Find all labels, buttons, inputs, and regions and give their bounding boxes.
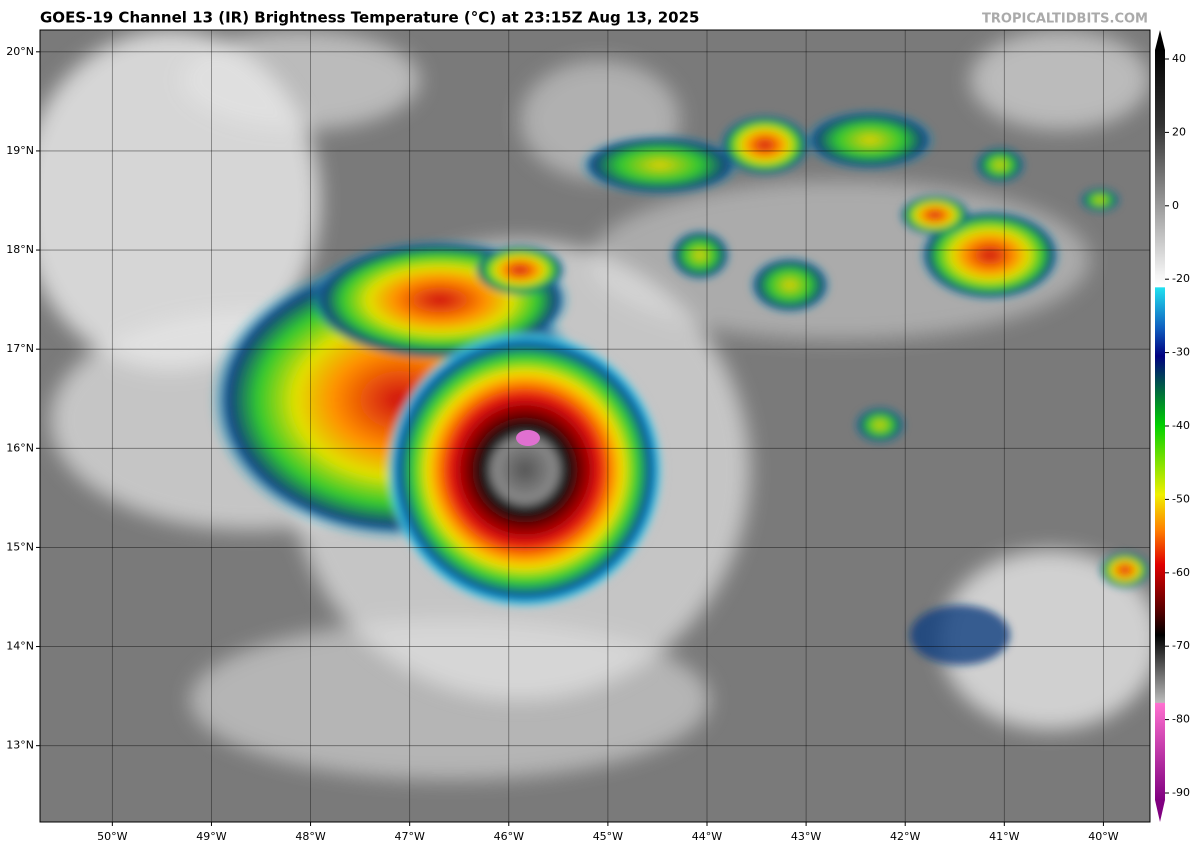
colorbar-tick-label: 40 [1172,52,1186,65]
y-tick-label: 16°N [6,441,34,454]
colorbar-tick-label: -40 [1172,419,1190,432]
colorbar-tick-label: -20 [1172,272,1190,285]
x-tick-label: 46°W [494,830,524,843]
y-tick-label: 13°N [6,739,34,752]
y-tick-label: 17°N [6,342,34,355]
x-tick-label: 49°W [196,830,226,843]
y-tick-label: 19°N [6,144,34,157]
map-frame [39,29,1151,823]
x-tick-label: 45°W [593,830,623,843]
colorbar-tick-label: -50 [1172,492,1190,505]
colorbar-arrow-bottom [1155,800,1165,822]
colorbar-arrow-top [1155,30,1165,50]
imagery [40,30,1150,822]
colorbar-tick-label: -80 [1172,713,1190,726]
y-tick-label: 20°N [6,45,34,58]
x-tick-label: 48°W [295,830,325,843]
colorbar-tick-label: -90 [1172,786,1190,799]
x-tick-label: 41°W [989,830,1019,843]
x-tick-label: 50°W [97,830,127,843]
y-tick-label: 15°N [6,540,34,553]
title: GOES-19 Channel 13 (IR) Brightness Tempe… [40,9,700,27]
x-tick-label: 42°W [890,830,920,843]
colorbar [1155,50,1165,800]
colorbar-tick-label: -30 [1172,346,1190,359]
colorbar-tick-label: 0 [1172,199,1179,212]
x-tick-label: 47°W [394,830,424,843]
colorbar-tick-label: 20 [1172,125,1186,138]
y-tick-label: 18°N [6,243,34,256]
colorbar-tick-label: -70 [1172,639,1190,652]
x-tick-label: 44°W [692,830,722,843]
x-tick-label: 43°W [791,830,821,843]
watermark: TROPICALTIDBITS.COM [982,12,1148,27]
y-tick-label: 14°N [6,640,34,653]
eye-spot [516,430,540,446]
x-tick-label: 40°W [1088,830,1118,843]
colorbar-tick-label: -60 [1172,566,1190,579]
